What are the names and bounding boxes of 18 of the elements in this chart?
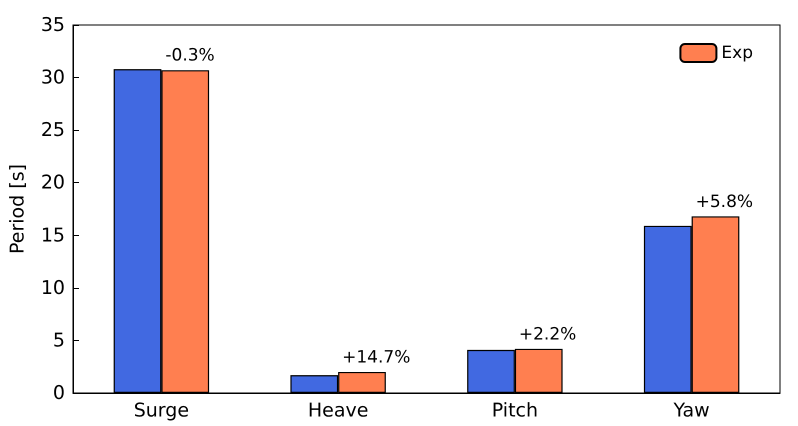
y-tick-label: 0 [52, 382, 65, 404]
y-tick-label: 30 [40, 66, 65, 89]
y-tick-label: 25 [40, 119, 65, 142]
y-tick-label: 10 [40, 276, 65, 299]
x-tick-label: Yaw [672, 400, 710, 422]
annotation: +14.7% [342, 347, 410, 368]
y-tick-label: 35 [40, 14, 65, 36]
y-tick-label: 20 [40, 172, 65, 194]
annotation: -0.3% [165, 46, 215, 66]
y-tick-label: 15 [40, 224, 65, 246]
x-tick-label: Pitch [492, 400, 538, 422]
x-tick-label: Heave [308, 400, 368, 422]
annotation: +5.8% [696, 192, 754, 212]
annotation: +2.2% [518, 324, 576, 344]
x-tick-label: Surge [134, 400, 190, 422]
legend-label: Exp [721, 43, 753, 63]
y-tick-label: 5 [52, 329, 65, 352]
y-axis-title: Period [s] [6, 164, 28, 254]
